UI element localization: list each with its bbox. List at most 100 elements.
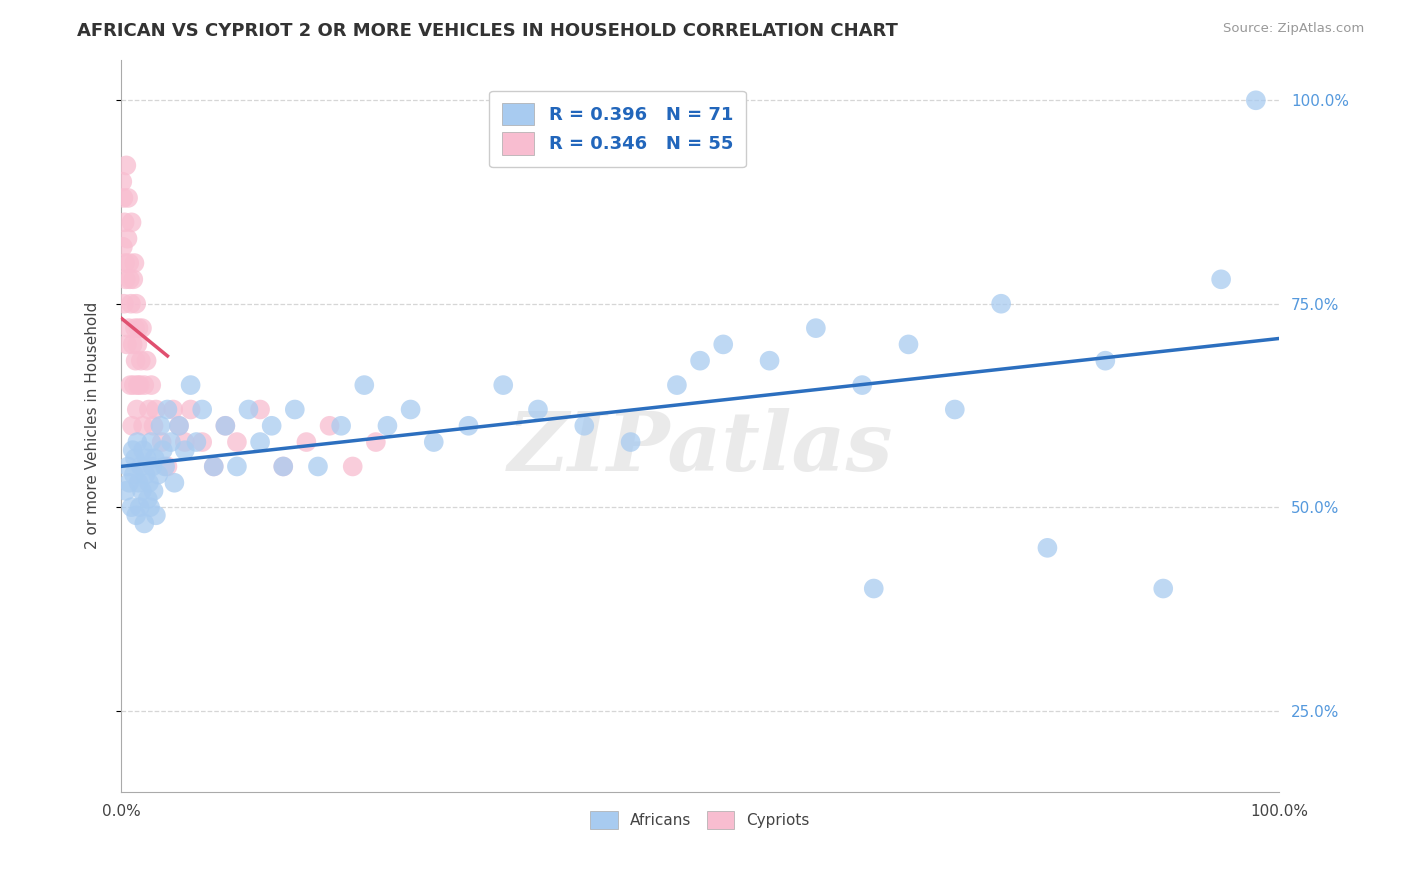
Y-axis label: 2 or more Vehicles in Household: 2 or more Vehicles in Household bbox=[86, 302, 100, 549]
Point bbox=[131, 483, 153, 498]
Point bbox=[125, 296, 148, 310]
Point bbox=[527, 402, 550, 417]
Legend: Africans, Cypriots: Africans, Cypriots bbox=[585, 805, 815, 836]
Point bbox=[128, 475, 150, 490]
Point bbox=[121, 500, 143, 515]
Point bbox=[330, 418, 353, 433]
Point bbox=[134, 378, 156, 392]
Point bbox=[943, 402, 966, 417]
Point bbox=[271, 459, 294, 474]
Point bbox=[138, 402, 160, 417]
Point bbox=[214, 418, 236, 433]
Point bbox=[132, 418, 155, 433]
Point bbox=[128, 378, 150, 392]
Point bbox=[121, 337, 143, 351]
Point bbox=[129, 459, 152, 474]
Point bbox=[307, 459, 329, 474]
Point bbox=[124, 321, 146, 335]
Point bbox=[249, 402, 271, 417]
Point bbox=[118, 256, 141, 270]
Point bbox=[117, 191, 139, 205]
Point bbox=[990, 296, 1012, 310]
Point bbox=[492, 378, 515, 392]
Point bbox=[127, 435, 149, 450]
Point bbox=[114, 256, 136, 270]
Point bbox=[1094, 353, 1116, 368]
Point bbox=[574, 418, 596, 433]
Point bbox=[142, 483, 165, 498]
Text: Source: ZipAtlas.com: Source: ZipAtlas.com bbox=[1223, 22, 1364, 36]
Point bbox=[124, 451, 146, 466]
Point bbox=[377, 418, 399, 433]
Point bbox=[125, 508, 148, 523]
Point bbox=[122, 272, 145, 286]
Point bbox=[214, 418, 236, 433]
Point bbox=[120, 378, 142, 392]
Point bbox=[112, 296, 135, 310]
Point bbox=[134, 467, 156, 482]
Point bbox=[758, 353, 780, 368]
Point bbox=[141, 435, 163, 450]
Point bbox=[122, 467, 145, 482]
Point bbox=[148, 467, 170, 482]
Point bbox=[162, 402, 184, 417]
Point bbox=[136, 491, 159, 506]
Point bbox=[145, 508, 167, 523]
Point bbox=[111, 240, 134, 254]
Point bbox=[118, 321, 141, 335]
Point bbox=[180, 402, 202, 417]
Point bbox=[620, 435, 643, 450]
Point bbox=[1211, 272, 1233, 286]
Point bbox=[238, 402, 260, 417]
Point bbox=[134, 516, 156, 531]
Point bbox=[689, 353, 711, 368]
Point bbox=[271, 459, 294, 474]
Point bbox=[118, 475, 141, 490]
Point bbox=[260, 418, 283, 433]
Point bbox=[118, 272, 141, 286]
Point bbox=[353, 378, 375, 392]
Point bbox=[120, 296, 142, 310]
Point bbox=[149, 418, 172, 433]
Point bbox=[665, 378, 688, 392]
Point bbox=[132, 443, 155, 458]
Point bbox=[173, 443, 195, 458]
Point bbox=[180, 378, 202, 392]
Point bbox=[160, 435, 183, 450]
Point bbox=[202, 459, 225, 474]
Point bbox=[115, 158, 138, 172]
Point bbox=[129, 353, 152, 368]
Point bbox=[318, 418, 340, 433]
Point bbox=[135, 451, 157, 466]
Point bbox=[122, 378, 145, 392]
Text: AFRICAN VS CYPRIOT 2 OR MORE VEHICLES IN HOUSEHOLD CORRELATION CHART: AFRICAN VS CYPRIOT 2 OR MORE VEHICLES IN… bbox=[77, 22, 898, 40]
Point bbox=[284, 402, 307, 417]
Point bbox=[127, 378, 149, 392]
Point bbox=[124, 353, 146, 368]
Point bbox=[117, 232, 139, 246]
Point bbox=[226, 435, 249, 450]
Point bbox=[167, 418, 190, 433]
Point bbox=[141, 459, 163, 474]
Point bbox=[851, 378, 873, 392]
Point bbox=[131, 321, 153, 335]
Point bbox=[226, 459, 249, 474]
Point bbox=[457, 418, 479, 433]
Point bbox=[139, 500, 162, 515]
Point bbox=[1152, 582, 1174, 596]
Point bbox=[111, 175, 134, 189]
Point bbox=[295, 435, 318, 450]
Point bbox=[128, 321, 150, 335]
Point bbox=[364, 435, 387, 450]
Point bbox=[862, 582, 884, 596]
Point bbox=[114, 215, 136, 229]
Point bbox=[711, 337, 734, 351]
Point bbox=[121, 443, 143, 458]
Point bbox=[156, 459, 179, 474]
Point bbox=[128, 500, 150, 515]
Point bbox=[186, 435, 208, 450]
Point bbox=[156, 402, 179, 417]
Point bbox=[138, 475, 160, 490]
Point bbox=[141, 378, 163, 392]
Point bbox=[152, 443, 174, 458]
